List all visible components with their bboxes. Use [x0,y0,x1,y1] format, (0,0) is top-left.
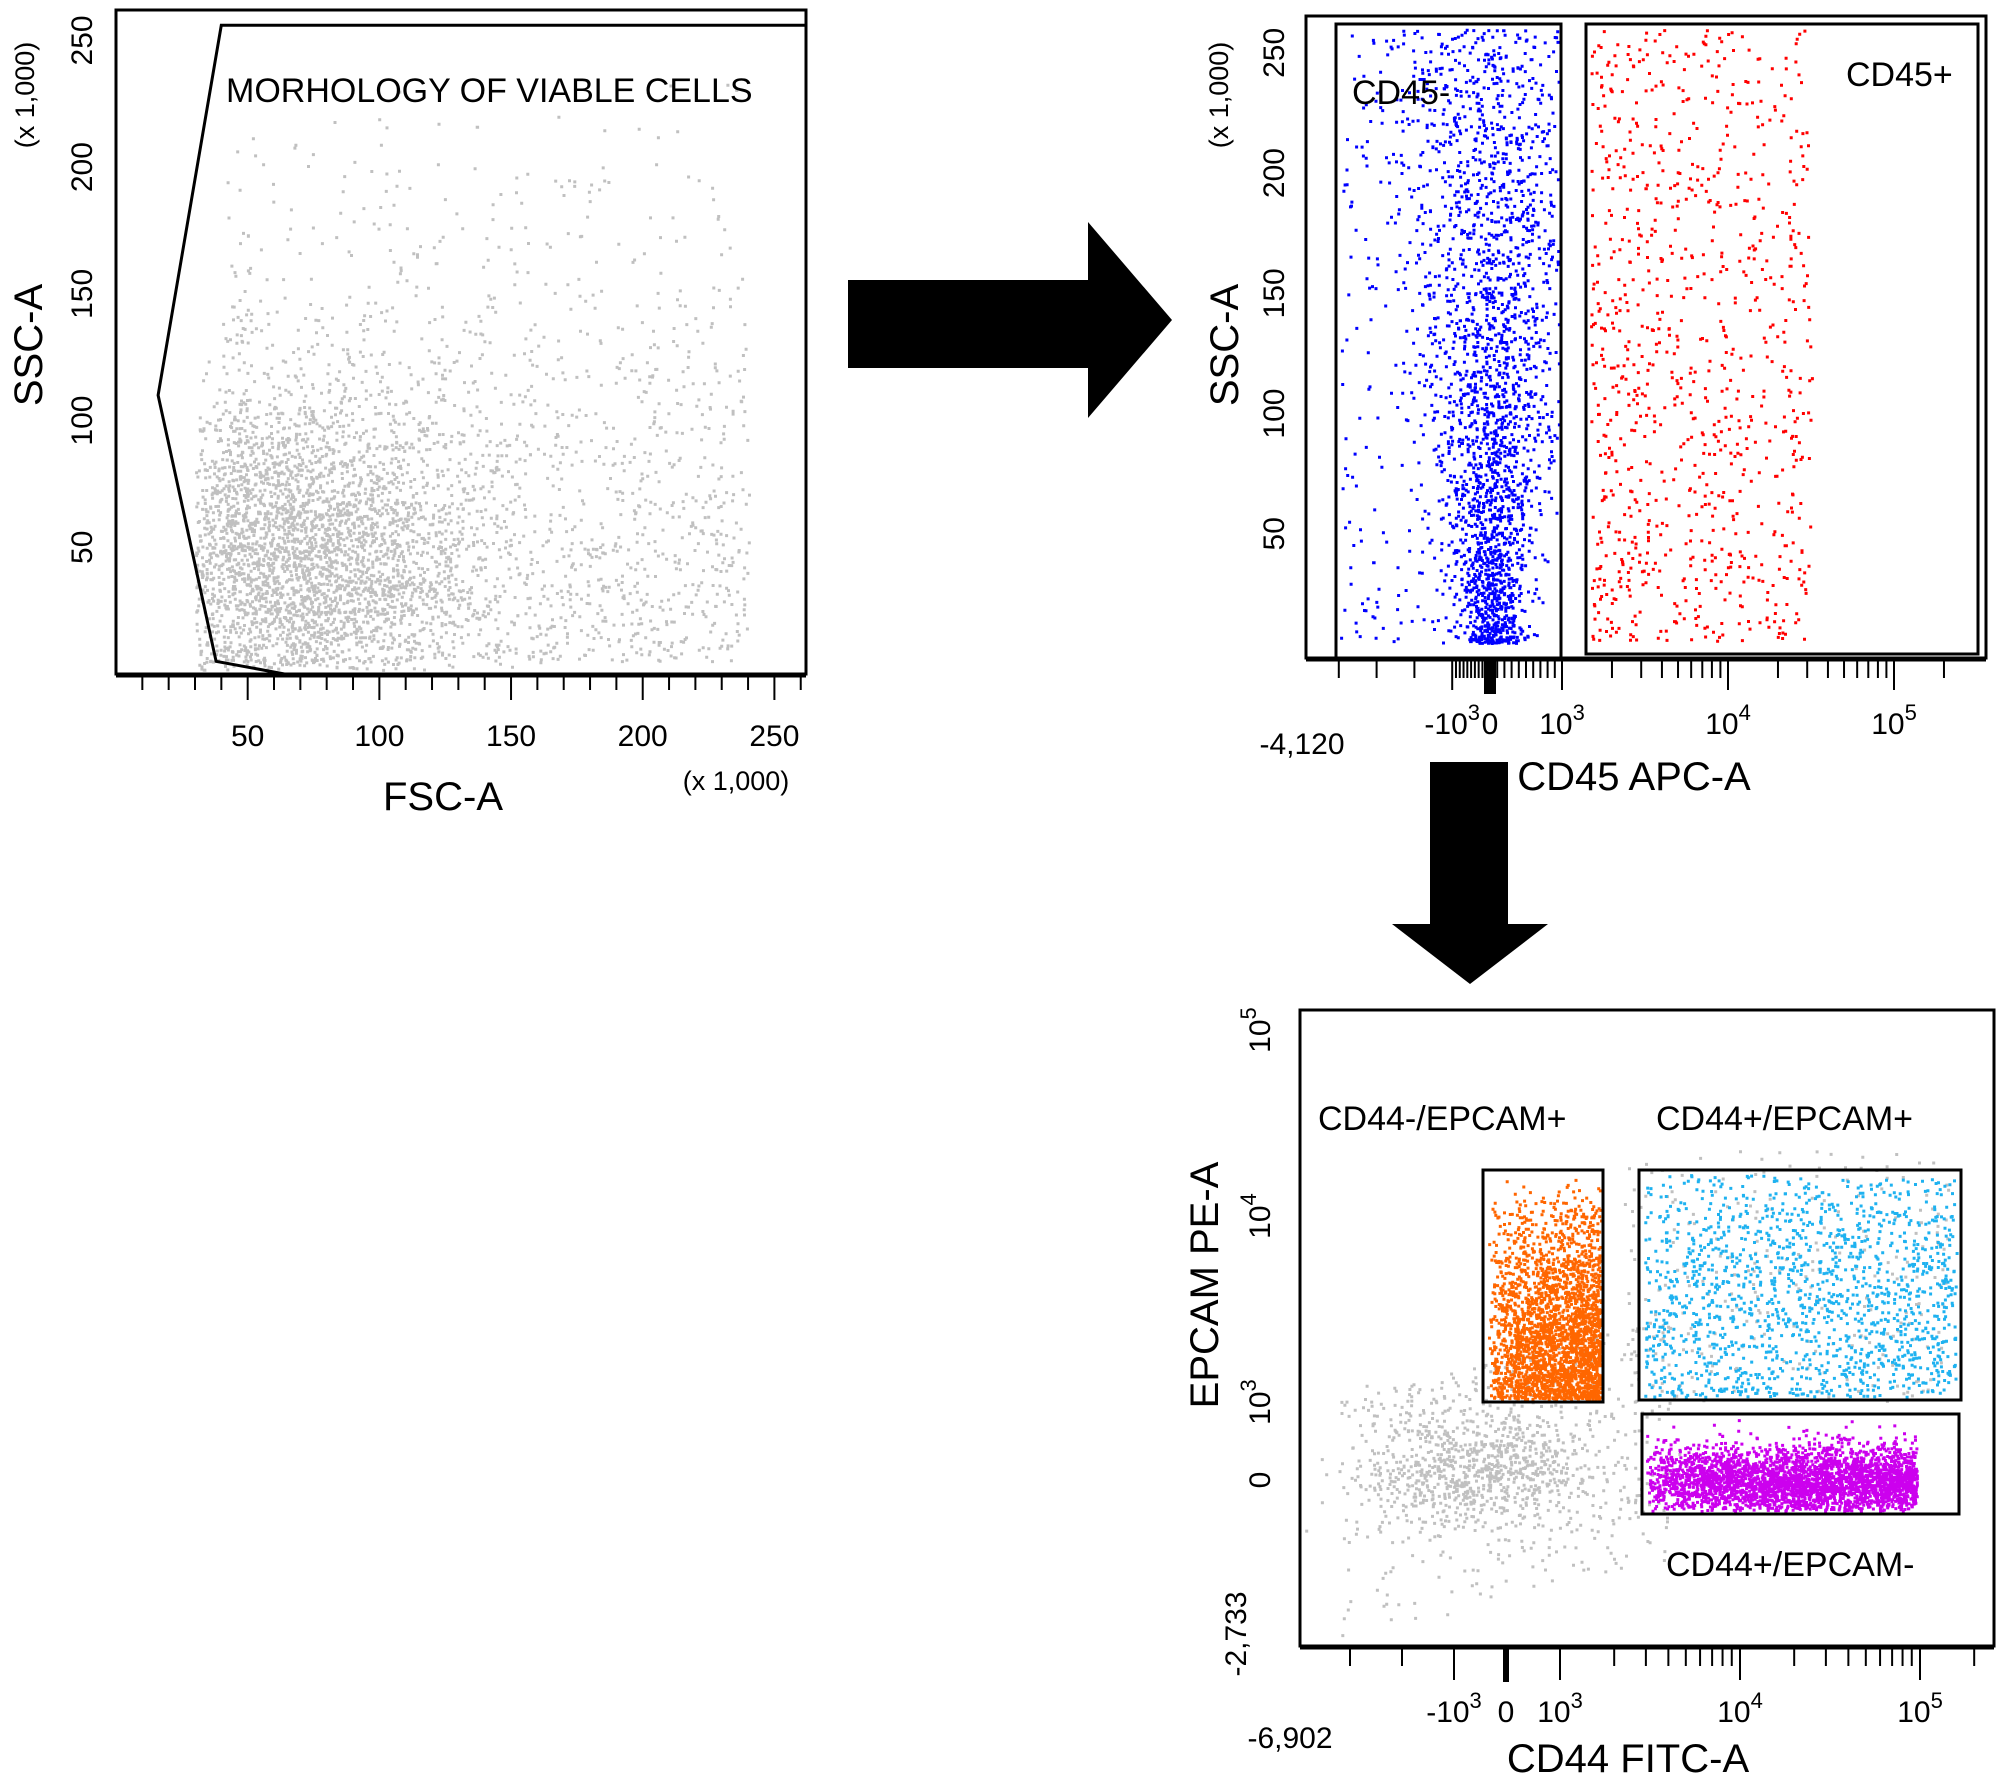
y-axis-ticks: 50 100 150 200 250 [1258,28,1291,551]
tick-label: 200 [66,142,99,192]
x-axis-ticks: 50 100 150 200 250 [116,674,806,753]
tick-label: 105 [1871,700,1917,741]
tick-label: 103 [1236,1379,1277,1425]
gate-label-cd45-positive: CD45+ [1846,56,1953,94]
y-axis-label: SSC-A [1203,284,1247,407]
tick-label: -103 [1426,1688,1482,1729]
tick-label: 250 [749,720,799,753]
plot-frame [1304,14,1988,660]
event-dot [1488,1178,1603,1401]
tick-label: 100 [1258,389,1291,439]
tick-label: 105 [1236,1007,1277,1053]
tick-label: 150 [66,269,99,319]
event-dot [1340,28,1561,646]
gate-label-cd44-positive-epcam-positive: CD44+/EPCAM+ [1656,1100,1913,1138]
tick-label: 0 [1498,1696,1515,1729]
tick-label: 104 [1705,700,1751,741]
cd44-positive-epcam-negative-gate [1640,1412,1961,1516]
down-arrow-icon [1392,762,1548,984]
event-dot [1646,1419,1919,1513]
cd44-epcam-plot: CD44-/EPCAM+ CD44+/EPCAM+ CD44+/EPCAM- -… [1183,1007,1996,1781]
tick-label: 100 [354,720,404,753]
tick-label: 100 [66,396,99,446]
event-dot [1644,1174,1959,1399]
tick-label: 150 [1258,268,1291,318]
x-axis-label: CD45 APC-A [1517,755,1751,799]
right-arrow-icon [848,222,1172,418]
tick-label: 200 [1258,148,1291,198]
x-axis-label: CD44 FITC-A [1507,1737,1750,1781]
event-dot [195,83,752,672]
x-axis-min-label: -6,902 [1247,1722,1332,1755]
y-axis-ticks: 50 100 150 200 250 [66,15,99,564]
cd45-negative-gate [1334,22,1563,660]
tick-label: 103 [1537,1688,1583,1729]
plot-frame [114,8,808,676]
tick-label: 104 [1717,1688,1763,1729]
tick-label: 50 [231,720,264,753]
tick-label: 0 [1244,1472,1277,1489]
fsc-ssc-plot: MORHOLOGY OF VIABLE CELLS 50 100 150 200 250… [7,8,808,819]
cd45-ssc-plot: CD45- CD45+ -103 0 103 104 105 50 100 150 200 25… [1203,14,1988,799]
gate-label-cd45-negative: CD45- [1352,74,1450,112]
event-dots [1305,1150,1959,1638]
tick-label: 0 [1482,708,1499,741]
x-axis-label: FSC-A [383,775,503,819]
tick-label: 103 [1539,700,1585,741]
y-axis-label: SSC-A [7,284,51,407]
tick-label: 105 [1897,1688,1943,1729]
y-axis-unit: (x 1,000) [1204,42,1234,149]
x-axis-min-label: -4,120 [1259,728,1344,761]
event-dots [1340,28,1814,646]
tick-label: 250 [66,15,99,65]
y-axis-label: EPCAM PE-A [1183,1161,1227,1408]
tick-label: -103 [1424,700,1480,741]
tick-label: 50 [66,531,99,564]
gate-label-cd44-positive-epcam-negative: CD44+/EPCAM- [1666,1546,1914,1584]
tick-label: 250 [1258,28,1291,78]
zero-band [1503,1648,1509,1682]
y-axis-unit: (x 1,000) [10,42,40,149]
tick-label: 104 [1236,1193,1277,1239]
tick-label: 200 [618,720,668,753]
event-dots [195,83,752,672]
x-axis-ticks: -103 0 103 104 105 [1306,658,1986,741]
gate-label-cd44-negative-epcam-positive: CD44-/EPCAM+ [1318,1100,1566,1138]
x-axis-unit: (x 1,000) [683,766,790,796]
event-dot [1590,29,1814,643]
x-axis-ticks: -103 0 103 104 105 [1300,1646,1994,1729]
event-dot [1305,1150,1951,1638]
viable-cells-gate [156,23,808,676]
cd44-negative-epcam-positive-gate [1481,1168,1605,1404]
zero-band [1484,660,1496,694]
gate-label: MORHOLOGY OF VIABLE CELLS [226,72,753,110]
y-axis-ticks: 0 103 104 105 [1236,1007,1277,1488]
tick-label: 50 [1258,517,1291,550]
cd45-positive-gate [1584,22,1980,656]
y-axis-min-label: -2,733 [1220,1591,1253,1676]
tick-label: 150 [486,720,536,753]
cd44-positive-epcam-positive-gate [1637,1168,1963,1402]
